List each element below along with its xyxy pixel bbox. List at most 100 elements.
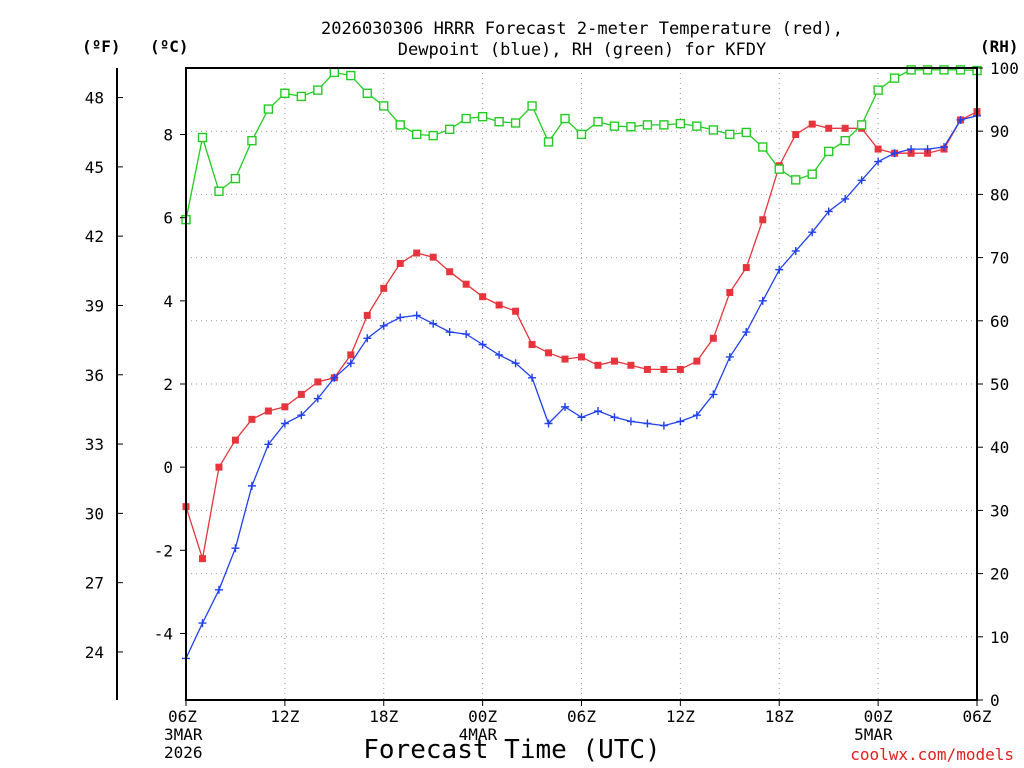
rh-tick-label: 90 (990, 122, 1009, 141)
fahrenheit-unit-label: (ºF) (82, 37, 121, 56)
x-tick-label: 18Z (369, 707, 398, 726)
data-point (412, 311, 421, 320)
data-point (429, 253, 437, 261)
data-point (774, 164, 784, 174)
data-point (495, 350, 504, 359)
data-point (280, 419, 289, 428)
data-point (396, 259, 404, 267)
data-point (231, 436, 239, 444)
data-point (808, 120, 816, 128)
data-point (890, 149, 899, 158)
x-tick-label: 06Z (567, 707, 596, 726)
data-point (955, 65, 966, 75)
data-point (742, 264, 750, 272)
data-point (660, 365, 668, 373)
data-point (446, 268, 454, 276)
data-point (922, 65, 933, 75)
data-point (314, 378, 322, 386)
x-tick-label: 06Z (168, 707, 197, 726)
data-point (593, 407, 602, 416)
data-point (347, 351, 355, 359)
chart-title-line-2: Dewpoint (blue), RH (green) for KFDY (398, 40, 766, 60)
data-point (296, 91, 307, 102)
data-point (545, 349, 553, 357)
data-point (758, 296, 767, 305)
series-dewpoint (182, 111, 981, 663)
fahrenheit-tick-label: 27 (85, 574, 104, 593)
data-point (874, 157, 883, 166)
celsius-tick-label: 2 (163, 375, 173, 394)
data-point (248, 415, 256, 423)
data-point (462, 330, 471, 339)
rh-unit-label: (RH) (980, 37, 1019, 56)
x-tick-label: 18Z (765, 707, 794, 726)
data-point (643, 365, 651, 373)
data-point (643, 419, 652, 428)
data-point (578, 353, 585, 361)
data-point (808, 228, 817, 237)
data-point (478, 340, 487, 349)
data-point (313, 394, 322, 403)
series-layer (181, 65, 982, 663)
x-tick-label: 00Z (468, 707, 497, 726)
data-point (511, 359, 520, 368)
data-point (841, 194, 850, 203)
data-point (594, 361, 602, 369)
data-point (874, 145, 882, 153)
chart-text: 2026030306 HRRR Forecast 2-meter Tempera… (82, 19, 1019, 765)
x-tick-date-label: 5MAR (854, 725, 893, 744)
data-point (313, 85, 323, 95)
data-point (708, 125, 719, 135)
data-point (479, 293, 487, 301)
data-point (363, 311, 371, 319)
data-point (264, 440, 273, 449)
data-point (395, 120, 405, 130)
fahrenheit-tick-label: 33 (85, 435, 104, 454)
data-point (741, 127, 751, 138)
data-point (561, 355, 569, 363)
data-point (889, 73, 900, 83)
data-point (593, 117, 603, 127)
data-point (494, 117, 504, 127)
data-point (857, 176, 866, 185)
data-point (642, 120, 653, 130)
data-point (676, 365, 684, 373)
data-point (610, 357, 618, 365)
data-point (627, 361, 635, 369)
data-point (576, 129, 587, 140)
data-point (709, 334, 717, 342)
data-point (510, 118, 521, 128)
data-point (725, 352, 734, 361)
data-point (445, 328, 454, 337)
rh-tick-label: 10 (990, 628, 1009, 647)
data-point (329, 67, 340, 78)
data-point (775, 265, 784, 274)
data-point (807, 169, 817, 179)
data-point (543, 137, 554, 147)
series-line (185, 115, 978, 659)
data-point (280, 88, 290, 98)
data-point (577, 413, 586, 422)
data-point (477, 111, 488, 122)
data-point (528, 341, 536, 348)
data-point (214, 186, 224, 196)
fahrenheit-tick-label: 30 (85, 504, 104, 523)
rh-tick-label: 70 (990, 249, 1009, 268)
data-point (362, 88, 372, 98)
rh-tick-label: 0 (990, 691, 1000, 710)
data-point (429, 319, 438, 328)
celsius-tick-label: 0 (163, 458, 173, 477)
chart-title-line-1: 2026030306 HRRR Forecast 2-meter Tempera… (321, 19, 843, 39)
data-point (675, 118, 686, 129)
data-point (626, 122, 636, 132)
data-point (692, 411, 701, 420)
data-point (281, 403, 289, 411)
data-point (330, 373, 339, 382)
data-point (263, 104, 274, 114)
data-point (856, 120, 867, 130)
data-point (247, 481, 256, 490)
data-point (709, 390, 718, 399)
data-point (528, 373, 537, 382)
data-point (461, 113, 471, 124)
